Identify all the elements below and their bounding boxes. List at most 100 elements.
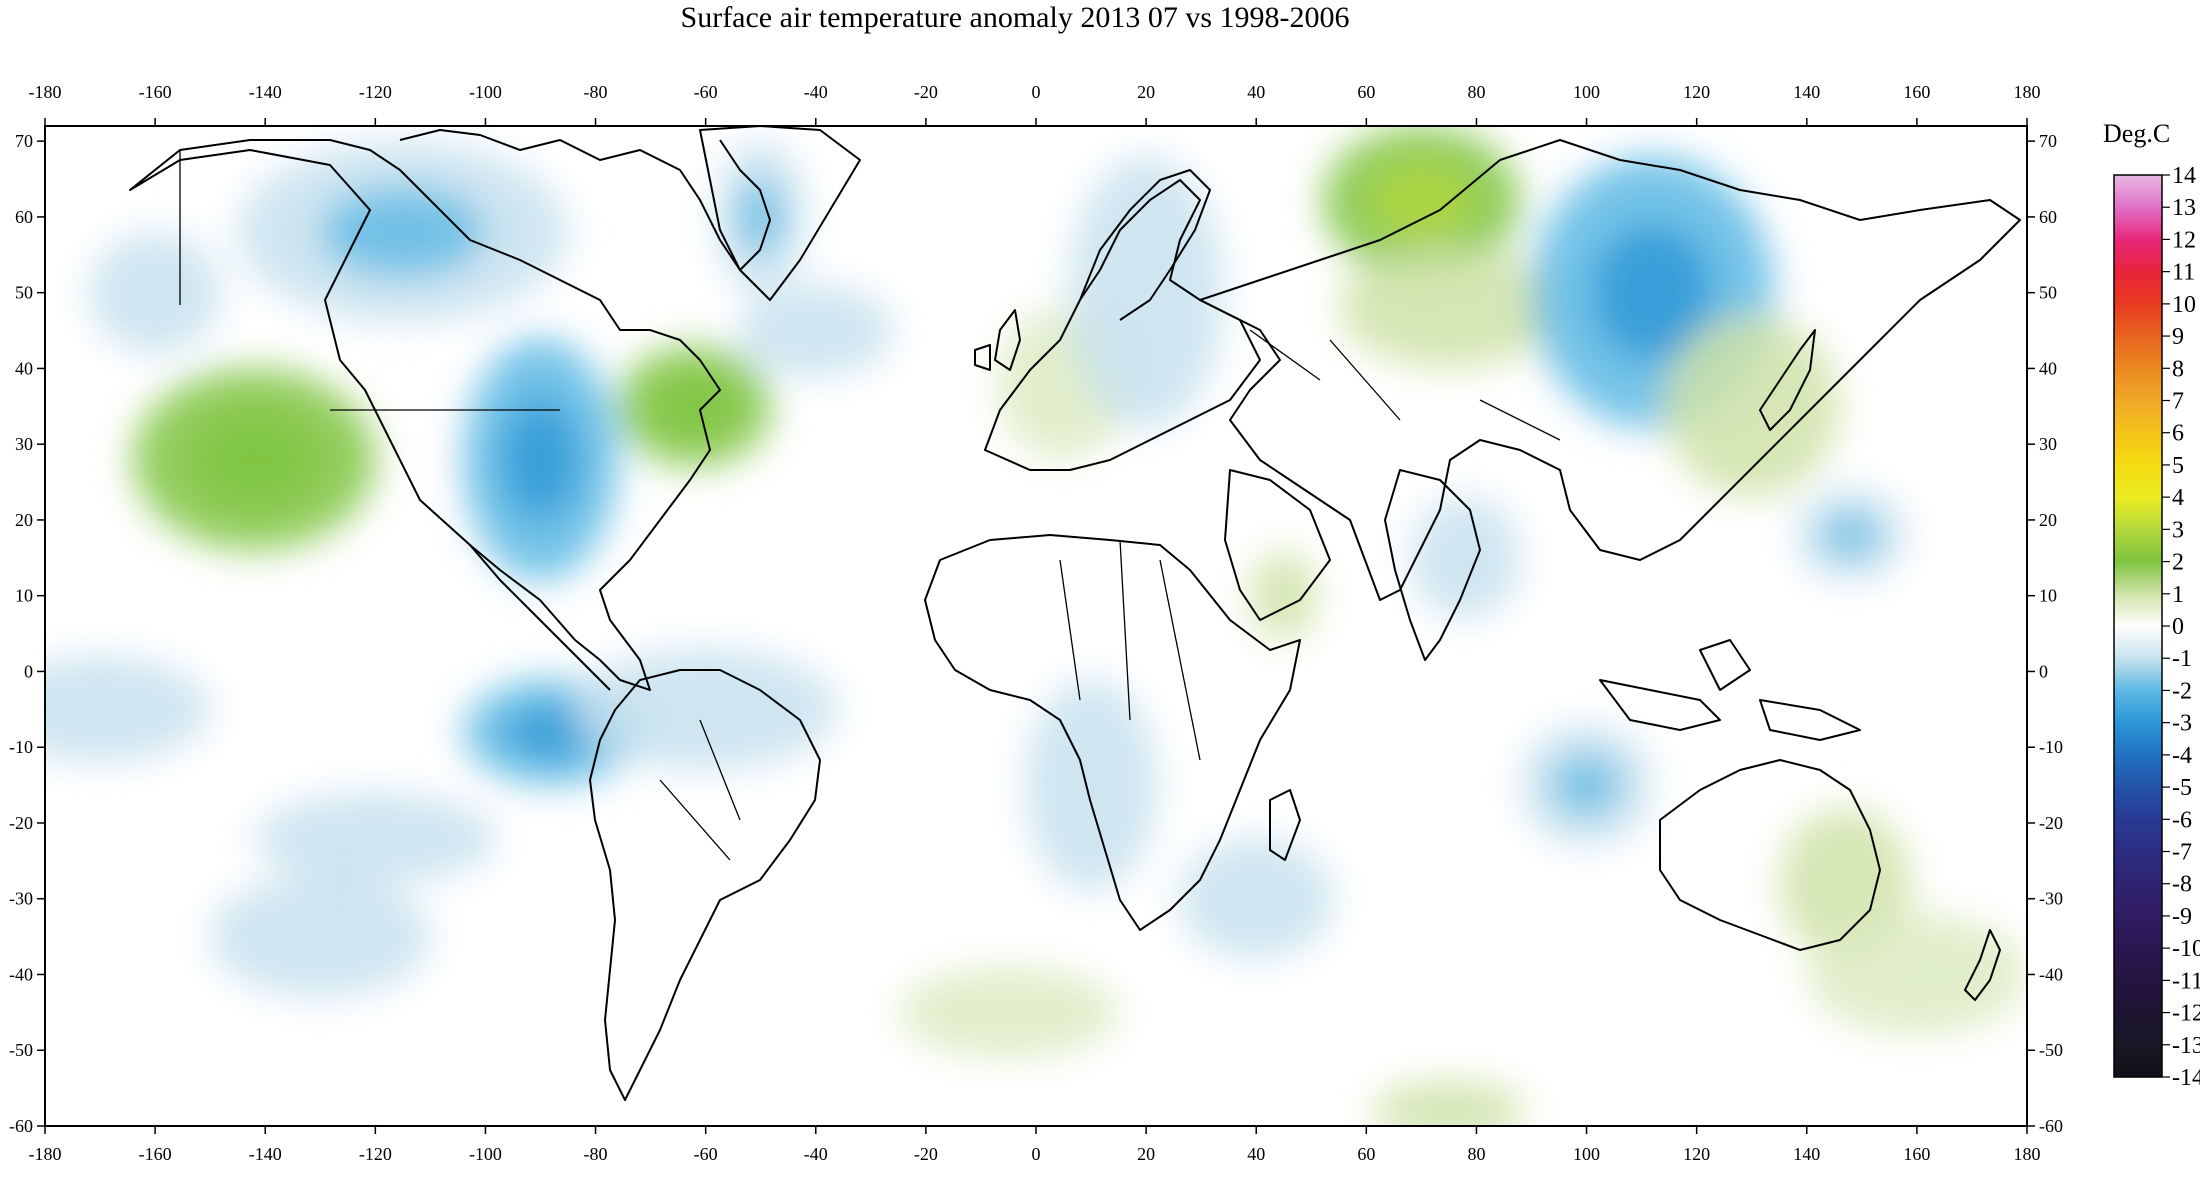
colorbar-label: -13 bbox=[2172, 1033, 2200, 1059]
asia-outline bbox=[1199, 139, 2021, 601]
colorbar-label: 3 bbox=[2172, 517, 2184, 543]
colorbar-segment bbox=[2114, 851, 2162, 885]
x-tick-label-top: 100 bbox=[1573, 82, 1600, 102]
colorbar-label: 13 bbox=[2172, 195, 2196, 221]
x-tick-label-bottom: -80 bbox=[584, 1144, 608, 1164]
x-tick-label-bottom: 100 bbox=[1573, 1144, 1600, 1164]
anomaly-region bbox=[1410, 497, 1521, 619]
colorbar-label: 14 bbox=[2172, 163, 2196, 189]
x-tick-label-top: -180 bbox=[29, 82, 62, 102]
y-axis-right-labels: 70 60 50 40 30 20 10 0 -10 -20 -30 -40 -50 -60 bbox=[2039, 131, 2063, 1136]
y-tick-label-left: 40 bbox=[15, 358, 33, 378]
anomaly-core bbox=[656, 376, 734, 437]
y-tick-label-right: -40 bbox=[2039, 964, 2063, 984]
country-borders-hint bbox=[179, 150, 1561, 861]
x-tick-label-top: -80 bbox=[584, 82, 608, 102]
scandinavia-outline bbox=[1079, 169, 1211, 321]
anomaly-region bbox=[89, 232, 222, 354]
colorbar-label: 11 bbox=[2172, 260, 2195, 286]
y-tick-label-left: -30 bbox=[9, 889, 33, 909]
x-tick-label-top: -120 bbox=[359, 82, 392, 102]
anomaly-region bbox=[1250, 550, 1317, 642]
y-tick-label-right: -50 bbox=[2039, 1040, 2063, 1060]
anomaly-core bbox=[1371, 163, 1471, 240]
x-tick-label-top: 40 bbox=[1247, 82, 1265, 102]
anomaly-region bbox=[1024, 679, 1158, 892]
x-tick-label-top: 0 bbox=[1032, 82, 1041, 102]
y-tick-label-right: -60 bbox=[2039, 1116, 2063, 1136]
x-tick-label-bottom: 20 bbox=[1137, 1144, 1155, 1164]
y-tick-label-right: -20 bbox=[2039, 813, 2063, 833]
colorbar-segment bbox=[2114, 658, 2162, 691]
x-tick-label-bottom: 60 bbox=[1357, 1144, 1375, 1164]
colorbar-label: 10 bbox=[2172, 292, 2196, 318]
colorbar-label: -2 bbox=[2172, 678, 2192, 704]
plot-area bbox=[45, 126, 2027, 1126]
new-zealand-outline bbox=[1964, 929, 2001, 1001]
anomaly-field bbox=[45, 126, 2027, 1126]
x-tick-label-bottom: -40 bbox=[804, 1144, 828, 1164]
y-tick-label-right: 50 bbox=[2039, 283, 2057, 303]
arctic-islands-outline bbox=[399, 129, 771, 271]
colorbar-units: Deg.C bbox=[2103, 119, 2170, 148]
colorbar-label: 4 bbox=[2172, 485, 2184, 511]
y-axis-left-labels: 70 60 50 40 30 20 10 0 -10 -20 -30 -40 -50 -60 bbox=[9, 131, 33, 1136]
colorbar-segment bbox=[2114, 948, 2162, 981]
y-tick-label-left: 50 bbox=[15, 283, 33, 303]
colorbar-segment bbox=[2114, 722, 2162, 756]
british-isles-outline bbox=[974, 309, 1021, 371]
colorbar-segment bbox=[2114, 497, 2162, 530]
anomaly-core bbox=[320, 186, 486, 278]
y-tick-label-right: 0 bbox=[2039, 661, 2048, 681]
x-tick-label-bottom: 140 bbox=[1793, 1144, 1820, 1164]
axis-ticks bbox=[37, 118, 2035, 1134]
africa-outline bbox=[924, 534, 1301, 931]
colorbar-segment bbox=[2114, 175, 2162, 208]
x-tick-label-bottom: 120 bbox=[1683, 1144, 1710, 1164]
anomaly-region bbox=[738, 285, 893, 376]
colorbar-segment bbox=[2114, 561, 2162, 595]
y-tick-label-right: 60 bbox=[2039, 207, 2057, 227]
x-tick-label-bottom: -160 bbox=[139, 1144, 172, 1164]
anomaly-core bbox=[193, 413, 315, 505]
anomaly-region bbox=[1806, 913, 2027, 1036]
y-tick-label-right: 10 bbox=[2039, 586, 2057, 606]
anomaly-region bbox=[45, 656, 211, 763]
y-tick-label-right: 40 bbox=[2039, 358, 2057, 378]
x-tick-label-bottom: 40 bbox=[1247, 1144, 1265, 1164]
x-tick-label-bottom: 0 bbox=[1032, 1144, 1041, 1164]
colorbar-segment bbox=[2114, 271, 2162, 305]
y-tick-label-right: -30 bbox=[2039, 889, 2063, 909]
colorbar-label: 0 bbox=[2172, 614, 2184, 640]
anomaly-region bbox=[210, 876, 431, 998]
colorbar-segment bbox=[2114, 368, 2162, 401]
colorbar-label: -9 bbox=[2172, 904, 2192, 930]
x-axis-top-labels: -180 -160 -140 -120 -100 -80 -60 -40 -20 0 20 40 60 8… bbox=[29, 82, 2041, 102]
colorbar-label: -3 bbox=[2172, 711, 2192, 737]
madagascar-outline bbox=[1269, 789, 1301, 861]
anomaly-region bbox=[573, 648, 838, 770]
colorbar-segment bbox=[2114, 1044, 2162, 1078]
x-tick-label-bottom: -180 bbox=[29, 1144, 62, 1164]
x-tick-label-bottom: 160 bbox=[1903, 1144, 1930, 1164]
colorbar-label: -12 bbox=[2172, 1001, 2200, 1027]
colorbar-label: -5 bbox=[2172, 775, 2192, 801]
y-tick-label-left: -50 bbox=[9, 1040, 33, 1060]
colorbar-segment bbox=[2114, 754, 2162, 788]
anomaly-region bbox=[254, 792, 497, 884]
colorbar-label: 2 bbox=[2172, 550, 2184, 576]
anomaly-region bbox=[1338, 247, 1560, 369]
indonesia-outline bbox=[1599, 639, 1861, 741]
x-tick-label-top: 120 bbox=[1683, 82, 1710, 102]
colorbar-label: -4 bbox=[2172, 743, 2192, 769]
x-tick-label-top: -60 bbox=[694, 82, 718, 102]
colorbar-label: 12 bbox=[2172, 227, 2196, 253]
colorbar-segment bbox=[2114, 593, 2162, 627]
y-tick-label-left: -40 bbox=[9, 964, 33, 984]
colorbar-segment bbox=[2114, 980, 2162, 1014]
arabia-outline bbox=[1224, 469, 1331, 621]
colorbar-segment bbox=[2114, 400, 2162, 434]
greenland-outline bbox=[699, 126, 861, 301]
central-america-outline bbox=[469, 544, 611, 691]
